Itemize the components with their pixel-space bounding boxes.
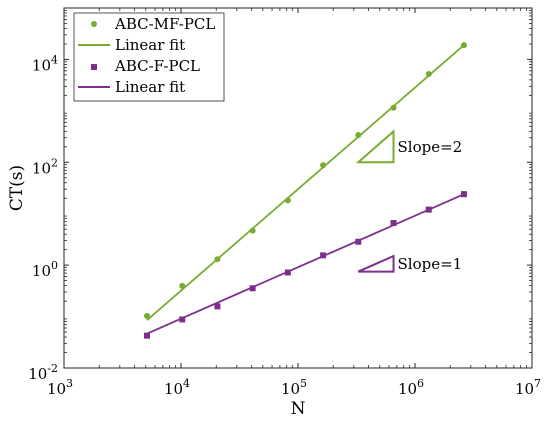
legend-label-f-fit: Linear fit bbox=[115, 78, 185, 96]
data-point-abc-f-pcl bbox=[390, 219, 397, 226]
y-tick-label: 10-2 bbox=[28, 362, 58, 383]
data-point-abc-mf-pcl bbox=[425, 71, 432, 78]
data-point-abc-f-pcl bbox=[179, 316, 186, 323]
data-point-abc-mf-pcl bbox=[390, 104, 397, 111]
data-point-abc-mf-pcl bbox=[355, 131, 362, 138]
data-point-abc-mf-pcl bbox=[320, 162, 327, 169]
data-point-abc-f-pcl bbox=[284, 269, 291, 276]
slope-triangle bbox=[355, 129, 395, 164]
y-tick-label: 102 bbox=[32, 156, 58, 177]
data-point-abc-f-pcl bbox=[425, 206, 432, 213]
x-tick-label: 105 bbox=[281, 377, 307, 398]
data-point-abc-f-pcl bbox=[355, 238, 362, 245]
axis-ticks: 103 104 105 106 107 10-2 100 102 104 bbox=[28, 8, 541, 398]
y-tick-label: 104 bbox=[32, 53, 58, 74]
legend-label-mf-fit: Linear fit bbox=[115, 36, 185, 54]
legend-marker-abc-mf-pcl bbox=[91, 21, 97, 27]
x-axis-label: N bbox=[291, 399, 306, 419]
data-point-abc-f-pcl bbox=[214, 303, 221, 310]
x-tick-label: 106 bbox=[398, 377, 424, 398]
legend-marker-abc-f-pcl bbox=[91, 64, 97, 70]
data-point-abc-f-pcl bbox=[249, 285, 256, 292]
legend: ABC-MF-PCL Linear fit ABC-F-PCL Linear f… bbox=[73, 12, 225, 102]
y-tick-label: 100 bbox=[32, 259, 58, 280]
slope-triangle bbox=[357, 254, 395, 273]
data-point-abc-mf-pcl bbox=[179, 282, 186, 289]
x-tick-label: 104 bbox=[164, 377, 190, 398]
data-point-abc-f-pcl bbox=[320, 252, 327, 259]
x-tick-label: 103 bbox=[47, 377, 73, 398]
slope-label: Slope=1 bbox=[398, 255, 463, 273]
plot-area: Slope=2 Slope=1 bbox=[143, 42, 467, 339]
legend-label-abc-mf-pcl: ABC-MF-PCL bbox=[114, 15, 215, 33]
slope-label: Slope=2 bbox=[398, 138, 463, 156]
data-point-abc-mf-pcl bbox=[284, 197, 291, 204]
data-point-abc-mf-pcl bbox=[214, 256, 221, 263]
legend-label-abc-f-pcl: ABC-F-PCL bbox=[114, 57, 200, 75]
fit-line-abc-mf-pcl bbox=[146, 44, 465, 321]
data-point-abc-mf-pcl bbox=[460, 42, 467, 49]
data-point-abc-mf-pcl bbox=[143, 312, 150, 319]
data-point-abc-mf-pcl bbox=[249, 227, 256, 234]
data-point-abc-f-pcl bbox=[460, 191, 467, 198]
fit-line-abc-f-pcl bbox=[146, 193, 465, 335]
x-tick-label: 107 bbox=[515, 377, 541, 398]
y-axis-label: CT(s) bbox=[7, 165, 27, 211]
data-point-abc-f-pcl bbox=[143, 332, 150, 339]
